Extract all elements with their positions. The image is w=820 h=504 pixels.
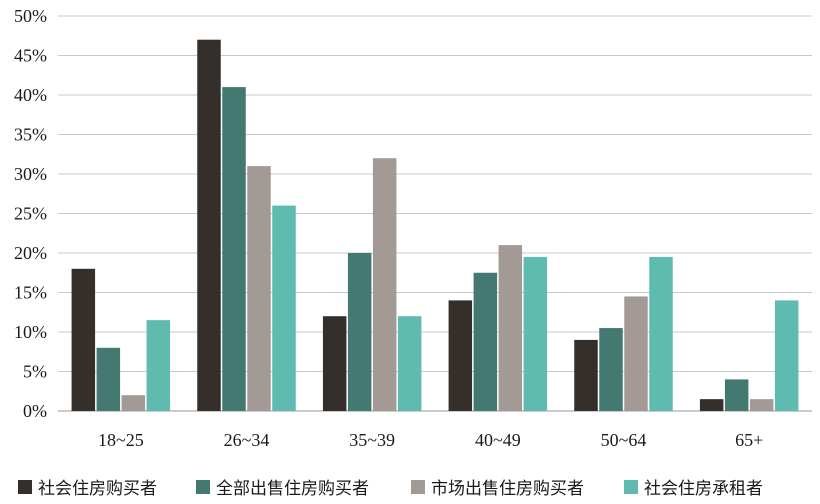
- y-tick-label: 50%: [14, 6, 47, 26]
- legend-label: 社会住房购买者: [38, 479, 157, 499]
- bar-35~39-series-1: [322, 316, 347, 411]
- y-tick-label: 45%: [14, 46, 47, 66]
- y-tick-label: 25%: [14, 204, 47, 224]
- legend-swatch: [411, 480, 425, 494]
- bar-40~49-series-4: [523, 256, 548, 411]
- bar-18~25-series-1: [71, 268, 96, 411]
- y-tick-label: 20%: [14, 243, 47, 263]
- legend-label: 社会住房承租者: [644, 479, 763, 499]
- bars: [71, 39, 799, 411]
- y-tick-label: 5%: [23, 362, 47, 382]
- y-tick-label: 30%: [14, 164, 47, 184]
- bar-26~34-series-1: [197, 39, 221, 411]
- bar-40~49-series-1: [448, 300, 473, 411]
- bar-18~25-series-3: [121, 395, 146, 411]
- y-tick-label: 35%: [14, 125, 47, 145]
- legend-swatch: [624, 480, 638, 494]
- y-tick-label: 0%: [23, 401, 47, 421]
- legend: 社会住房购买者 全部出售住房购买者 市场出售住房购买者 社会住房承租者: [18, 479, 763, 499]
- bar-18~25-series-2: [96, 347, 121, 411]
- x-tick-label: 65+: [735, 430, 763, 450]
- y-tick-label: 40%: [14, 85, 47, 105]
- bar-65+-series-1: [699, 399, 724, 411]
- x-tick-label: 18~25: [98, 430, 144, 450]
- bar-35~39-series-4: [397, 316, 422, 411]
- bar-18~25-series-4: [146, 320, 171, 411]
- bar-35~39-series-3: [372, 158, 397, 411]
- bar-65+-series-3: [749, 399, 774, 411]
- bar-35~39-series-2: [347, 253, 372, 411]
- y-tick-label: 15%: [14, 283, 47, 303]
- bar-65+-series-2: [724, 379, 749, 411]
- legend-swatch: [196, 480, 210, 494]
- bar-50~64-series-3: [624, 296, 648, 411]
- x-tick-label: 26~34: [224, 430, 270, 450]
- y-tick-label: 10%: [14, 322, 47, 342]
- bar-65+-series-4: [774, 300, 799, 411]
- bar-50~64-series-4: [649, 256, 673, 411]
- gridlines: [58, 15, 812, 412]
- bar-26~34-series-4: [272, 205, 296, 411]
- legend-label: 市场出售住房购买者: [431, 479, 584, 499]
- x-axis-tick-labels: 18~25 26~34 35~39 40~49 50~64 65+: [98, 430, 763, 450]
- bar-26~34-series-2: [222, 87, 246, 411]
- bar-26~34-series-3: [247, 166, 271, 411]
- bar-50~64-series-1: [574, 339, 598, 411]
- bar-40~49-series-2: [473, 272, 498, 411]
- bar-40~49-series-3: [498, 245, 523, 411]
- y-axis-tick-labels: 0% 5% 10% 15% 20% 25% 30% 35% 40% 45% 50%: [14, 6, 47, 421]
- bar-50~64-series-2: [599, 328, 623, 411]
- legend-label: 全部出售住房购买者: [216, 479, 369, 499]
- x-tick-label: 50~64: [601, 430, 647, 450]
- x-tick-label: 40~49: [475, 430, 521, 450]
- legend-swatch: [18, 480, 32, 494]
- x-tick-label: 35~39: [349, 430, 395, 450]
